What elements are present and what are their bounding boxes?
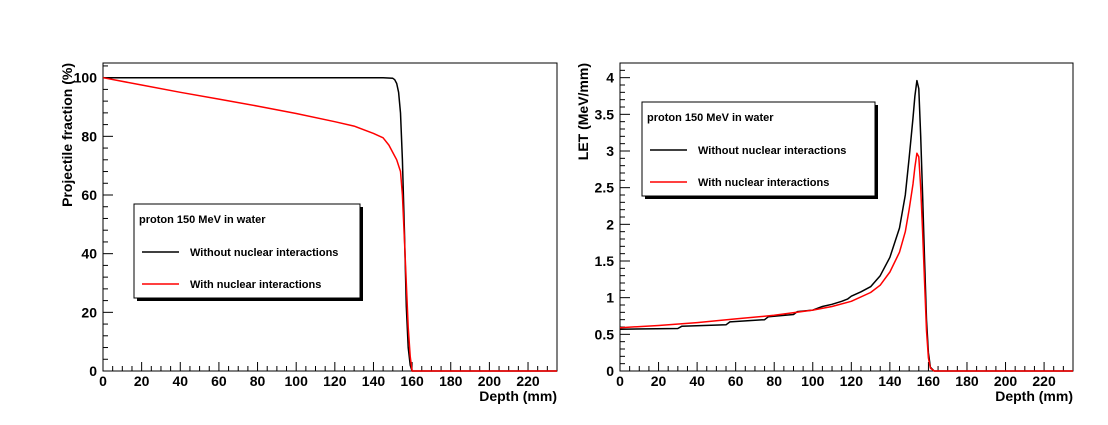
y-tick-label: 3 <box>606 143 614 159</box>
chart-fraction: 0 20 40 60 80 100 120 140 160 180 200 220 0 20 40 60 80 1… <box>59 62 558 404</box>
x-tick-label: 220 <box>516 373 540 389</box>
x-tick-label: 20 <box>134 373 150 389</box>
x-tick-label: 200 <box>478 373 502 389</box>
x-tick-label: 100 <box>801 373 825 389</box>
x-axis-label: Depth (mm) <box>479 388 557 404</box>
y-tick-label: 0 <box>89 363 97 379</box>
x-tick-label: 80 <box>766 373 782 389</box>
x-tick-label: 140 <box>878 373 902 389</box>
legend-title: proton 150 MeV in water <box>647 112 774 124</box>
x-tick-label: 20 <box>651 373 667 389</box>
series-line-without-nuclear <box>619 79 1073 372</box>
y-tick-label: 3.5 <box>595 106 615 122</box>
x-tick-label: 180 <box>955 373 979 389</box>
x-tick-label: 60 <box>728 373 744 389</box>
y-tick-label: 60 <box>81 187 97 203</box>
y-tick-label: 80 <box>81 128 97 144</box>
series-line-with-nuclear <box>102 76 557 372</box>
series-line-with-nuclear <box>619 152 1073 372</box>
x-tick-label: 80 <box>250 373 266 389</box>
legend-entry: With nuclear interactions <box>190 279 321 291</box>
y-tick-label: 0 <box>606 363 614 379</box>
x-tick-label: 180 <box>439 373 463 389</box>
x-axis-label: Depth (mm) <box>995 388 1073 404</box>
legend-box <box>133 203 361 299</box>
x-tick-label: 160 <box>400 373 424 389</box>
x-tick-label: 160 <box>917 373 941 389</box>
x-tick-label: 0 <box>616 373 624 389</box>
x-tick-label: 0 <box>99 373 107 389</box>
y-tick-label: 20 <box>81 304 97 320</box>
y-tick-label: 2 <box>606 216 614 232</box>
y-tick-label: 1 <box>606 290 614 306</box>
y-tick-label: 40 <box>81 246 97 262</box>
legend-entry: With nuclear interactions <box>698 177 829 189</box>
y-tick-label: 100 <box>74 70 98 86</box>
legend-title: proton 150 MeV in water <box>139 214 266 226</box>
x-tick-label: 120 <box>840 373 864 389</box>
legend-box <box>641 101 876 197</box>
x-tick-label: 120 <box>323 373 347 389</box>
plot-frame <box>102 62 558 372</box>
x-tick-label: 140 <box>362 373 386 389</box>
y-axis-label: Projectile fraction (%) <box>59 63 75 207</box>
x-tick-label: 60 <box>211 373 227 389</box>
x-tick-label: 40 <box>689 373 705 389</box>
y-tick-label: 0.5 <box>595 326 615 342</box>
series-line-without-nuclear <box>103 76 557 372</box>
x-tick-label: 220 <box>1032 373 1056 389</box>
x-tick-label: 200 <box>994 373 1018 389</box>
y-tick-label: 4 <box>606 70 614 86</box>
x-tick-label: 100 <box>285 373 309 389</box>
chart-let: 0 20 40 60 80 100 120 140 160 180 200 220 0 0.5 1 1.5 2 2… <box>575 62 1074 404</box>
x-tick-label: 40 <box>172 373 188 389</box>
legend-entry: Without nuclear interactions <box>698 145 846 157</box>
legend-entry: Without nuclear interactions <box>190 247 338 259</box>
y-tick-label: 2.5 <box>595 180 615 196</box>
y-axis-label: LET (MeV/mm) <box>575 63 591 160</box>
y-tick-label: 1.5 <box>595 253 615 269</box>
